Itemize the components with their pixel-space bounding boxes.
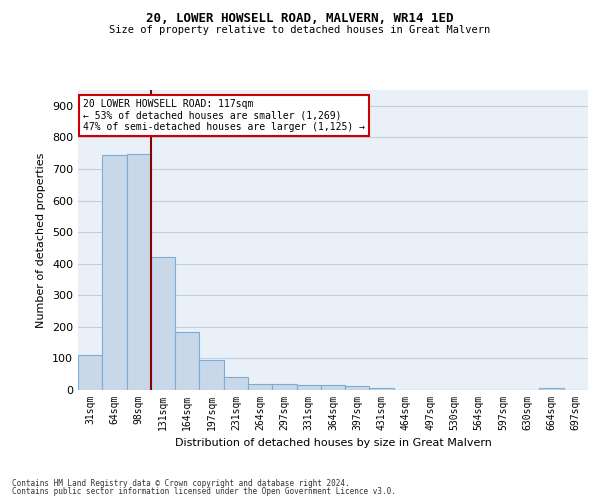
Text: 20 LOWER HOWSELL ROAD: 117sqm
← 53% of detached houses are smaller (1,269)
47% o: 20 LOWER HOWSELL ROAD: 117sqm ← 53% of d… (83, 99, 365, 132)
X-axis label: Distribution of detached houses by size in Great Malvern: Distribution of detached houses by size … (175, 438, 491, 448)
Text: 20, LOWER HOWSELL ROAD, MALVERN, WR14 1ED: 20, LOWER HOWSELL ROAD, MALVERN, WR14 1E… (146, 12, 454, 26)
Bar (102, 154, 127, 390)
Bar (224, 376, 248, 390)
Bar (78, 356, 102, 390)
Bar (370, 388, 394, 390)
Text: Contains HM Land Registry data © Crown copyright and database right 2024.: Contains HM Land Registry data © Crown c… (12, 478, 350, 488)
Bar (296, 384, 321, 390)
Bar (272, 384, 296, 390)
Bar (151, 258, 175, 390)
Y-axis label: Number of detached properties: Number of detached properties (37, 152, 46, 328)
Text: Size of property relative to detached houses in Great Malvern: Size of property relative to detached ho… (109, 25, 491, 35)
Bar (175, 332, 199, 390)
Bar (199, 360, 224, 390)
Bar (539, 388, 564, 390)
Bar (248, 384, 272, 390)
Text: Contains public sector information licensed under the Open Government Licence v3: Contains public sector information licen… (12, 487, 396, 496)
Bar (345, 386, 370, 390)
Bar (127, 154, 151, 390)
Bar (321, 384, 345, 390)
